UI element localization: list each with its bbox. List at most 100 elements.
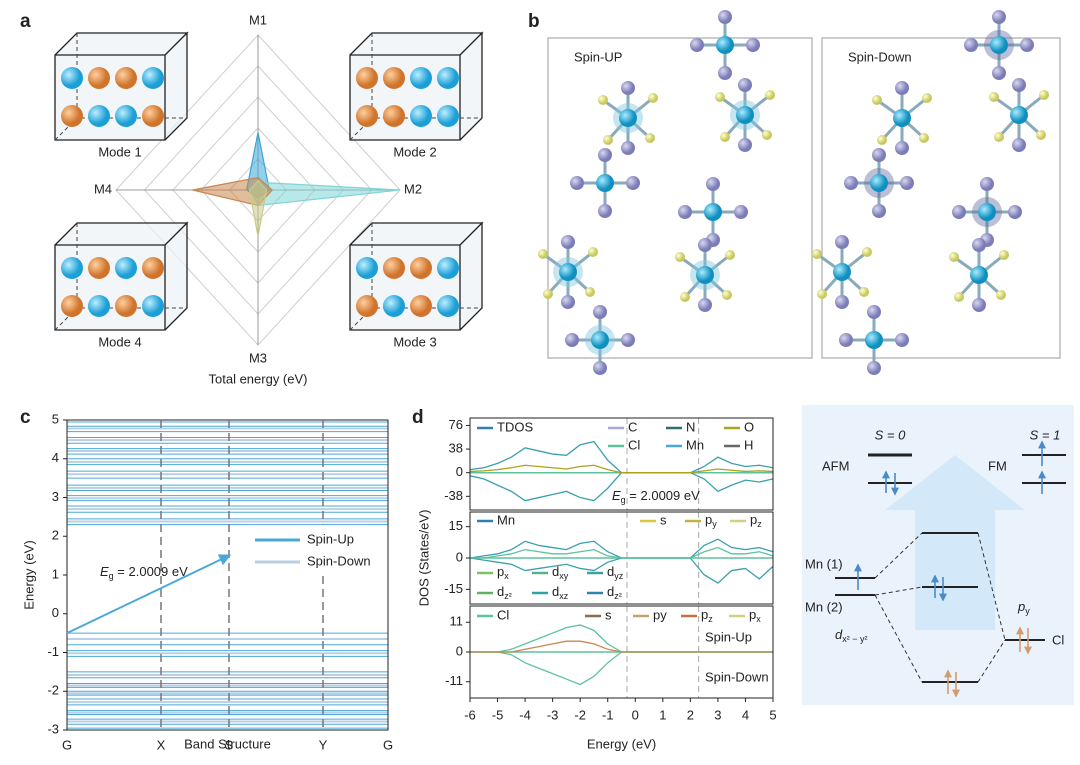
order-label: AFM — [822, 458, 849, 473]
legend-label: TDOS — [497, 419, 533, 434]
atom — [626, 176, 640, 190]
spin-state: S = 0 — [875, 427, 906, 442]
atom — [738, 138, 752, 152]
atom — [437, 295, 459, 317]
y-tick-label: -1 — [47, 644, 59, 659]
atom — [996, 290, 1006, 300]
atom — [356, 295, 378, 317]
atom — [922, 93, 932, 103]
axis-title: Energy (eV) — [21, 540, 36, 609]
atom — [919, 133, 929, 143]
atom — [835, 235, 849, 249]
legend-label: py — [705, 512, 717, 529]
atom — [970, 266, 988, 284]
atom — [817, 289, 827, 299]
label-base: p — [750, 512, 757, 527]
panel-letter: d — [412, 407, 424, 428]
atom — [410, 67, 432, 89]
atom — [1008, 205, 1022, 219]
atom — [621, 333, 635, 347]
atom — [715, 92, 725, 102]
label-sub: z² — [504, 591, 512, 601]
label-sub: x² − y² — [842, 634, 867, 644]
y-tick-label: 5 — [52, 411, 59, 426]
radar-series — [248, 179, 268, 237]
x-tick-label: 5 — [769, 707, 776, 722]
x-tick-label: S — [225, 737, 234, 752]
mode-label: Mode 1 — [98, 144, 141, 159]
label-base: d — [607, 584, 614, 599]
atom — [437, 257, 459, 279]
y-tick-label: 0 — [456, 549, 463, 564]
legend-label: H — [744, 437, 753, 452]
legend-label: Cl — [497, 607, 509, 622]
legend-label: Cl — [628, 437, 640, 452]
label-sub: xz — [559, 591, 569, 601]
atom — [383, 257, 405, 279]
x-tick-label: -4 — [519, 707, 531, 722]
atom — [867, 361, 881, 375]
orbital-label: dx² − y² — [835, 627, 868, 644]
atom — [698, 298, 712, 312]
label-sub: xy — [559, 571, 569, 581]
atom — [1012, 78, 1026, 92]
atom — [356, 105, 378, 127]
atom — [835, 295, 849, 309]
x-tick-label: Y — [319, 737, 328, 752]
dos-curve — [470, 546, 774, 559]
y-tick-label: -3 — [47, 721, 59, 736]
atom — [142, 67, 164, 89]
atom — [561, 295, 575, 309]
atom — [61, 105, 83, 127]
axis-title: Energy (eV) — [587, 736, 656, 751]
legend-label: dxz — [552, 584, 569, 601]
atom — [980, 177, 994, 191]
plot-frame — [469, 417, 774, 511]
atom — [765, 90, 775, 100]
legend-label: dxy — [552, 564, 569, 581]
atom — [410, 257, 432, 279]
atom — [999, 250, 1009, 260]
x-tick-label: 3 — [714, 707, 721, 722]
legend-label: Spin-Up — [307, 531, 354, 546]
panel-letter: a — [20, 11, 31, 32]
legend-label: pz — [750, 512, 762, 529]
atom — [872, 204, 886, 218]
atom — [718, 10, 732, 24]
label-sub: z — [708, 614, 713, 624]
atom — [142, 295, 164, 317]
x-tick-label: G — [62, 737, 72, 752]
atom — [598, 204, 612, 218]
label-base: d — [552, 564, 559, 579]
label-base: d — [497, 584, 504, 599]
atom — [356, 257, 378, 279]
atom — [115, 295, 137, 317]
atom — [648, 93, 658, 103]
gap-arrow — [66, 554, 232, 635]
label-sub: g — [621, 495, 626, 505]
atom — [954, 292, 964, 302]
dos-curve — [469, 538, 774, 559]
y-tick-label: -38 — [444, 488, 463, 503]
label-sub: yz — [614, 571, 624, 581]
atom — [88, 105, 110, 127]
y-tick-label: -11 — [445, 673, 463, 688]
panel-letter: b — [528, 11, 540, 32]
atom — [867, 305, 881, 319]
y-tick-label: 76 — [449, 417, 463, 432]
atom — [704, 203, 722, 221]
label-base: E — [100, 564, 109, 579]
dos-curve — [469, 464, 774, 474]
x-tick-label: 1 — [659, 707, 666, 722]
correlation — [874, 532, 923, 579]
legend-label: C — [628, 419, 637, 434]
atom — [621, 141, 635, 155]
legend-label: pz — [701, 607, 713, 624]
atom — [603, 135, 613, 145]
atom — [992, 66, 1006, 80]
x-tick-label: 4 — [742, 707, 749, 722]
label-base: p — [497, 564, 504, 579]
legend-label: O — [744, 419, 754, 434]
atom — [978, 203, 996, 221]
label-base: d — [552, 584, 559, 599]
